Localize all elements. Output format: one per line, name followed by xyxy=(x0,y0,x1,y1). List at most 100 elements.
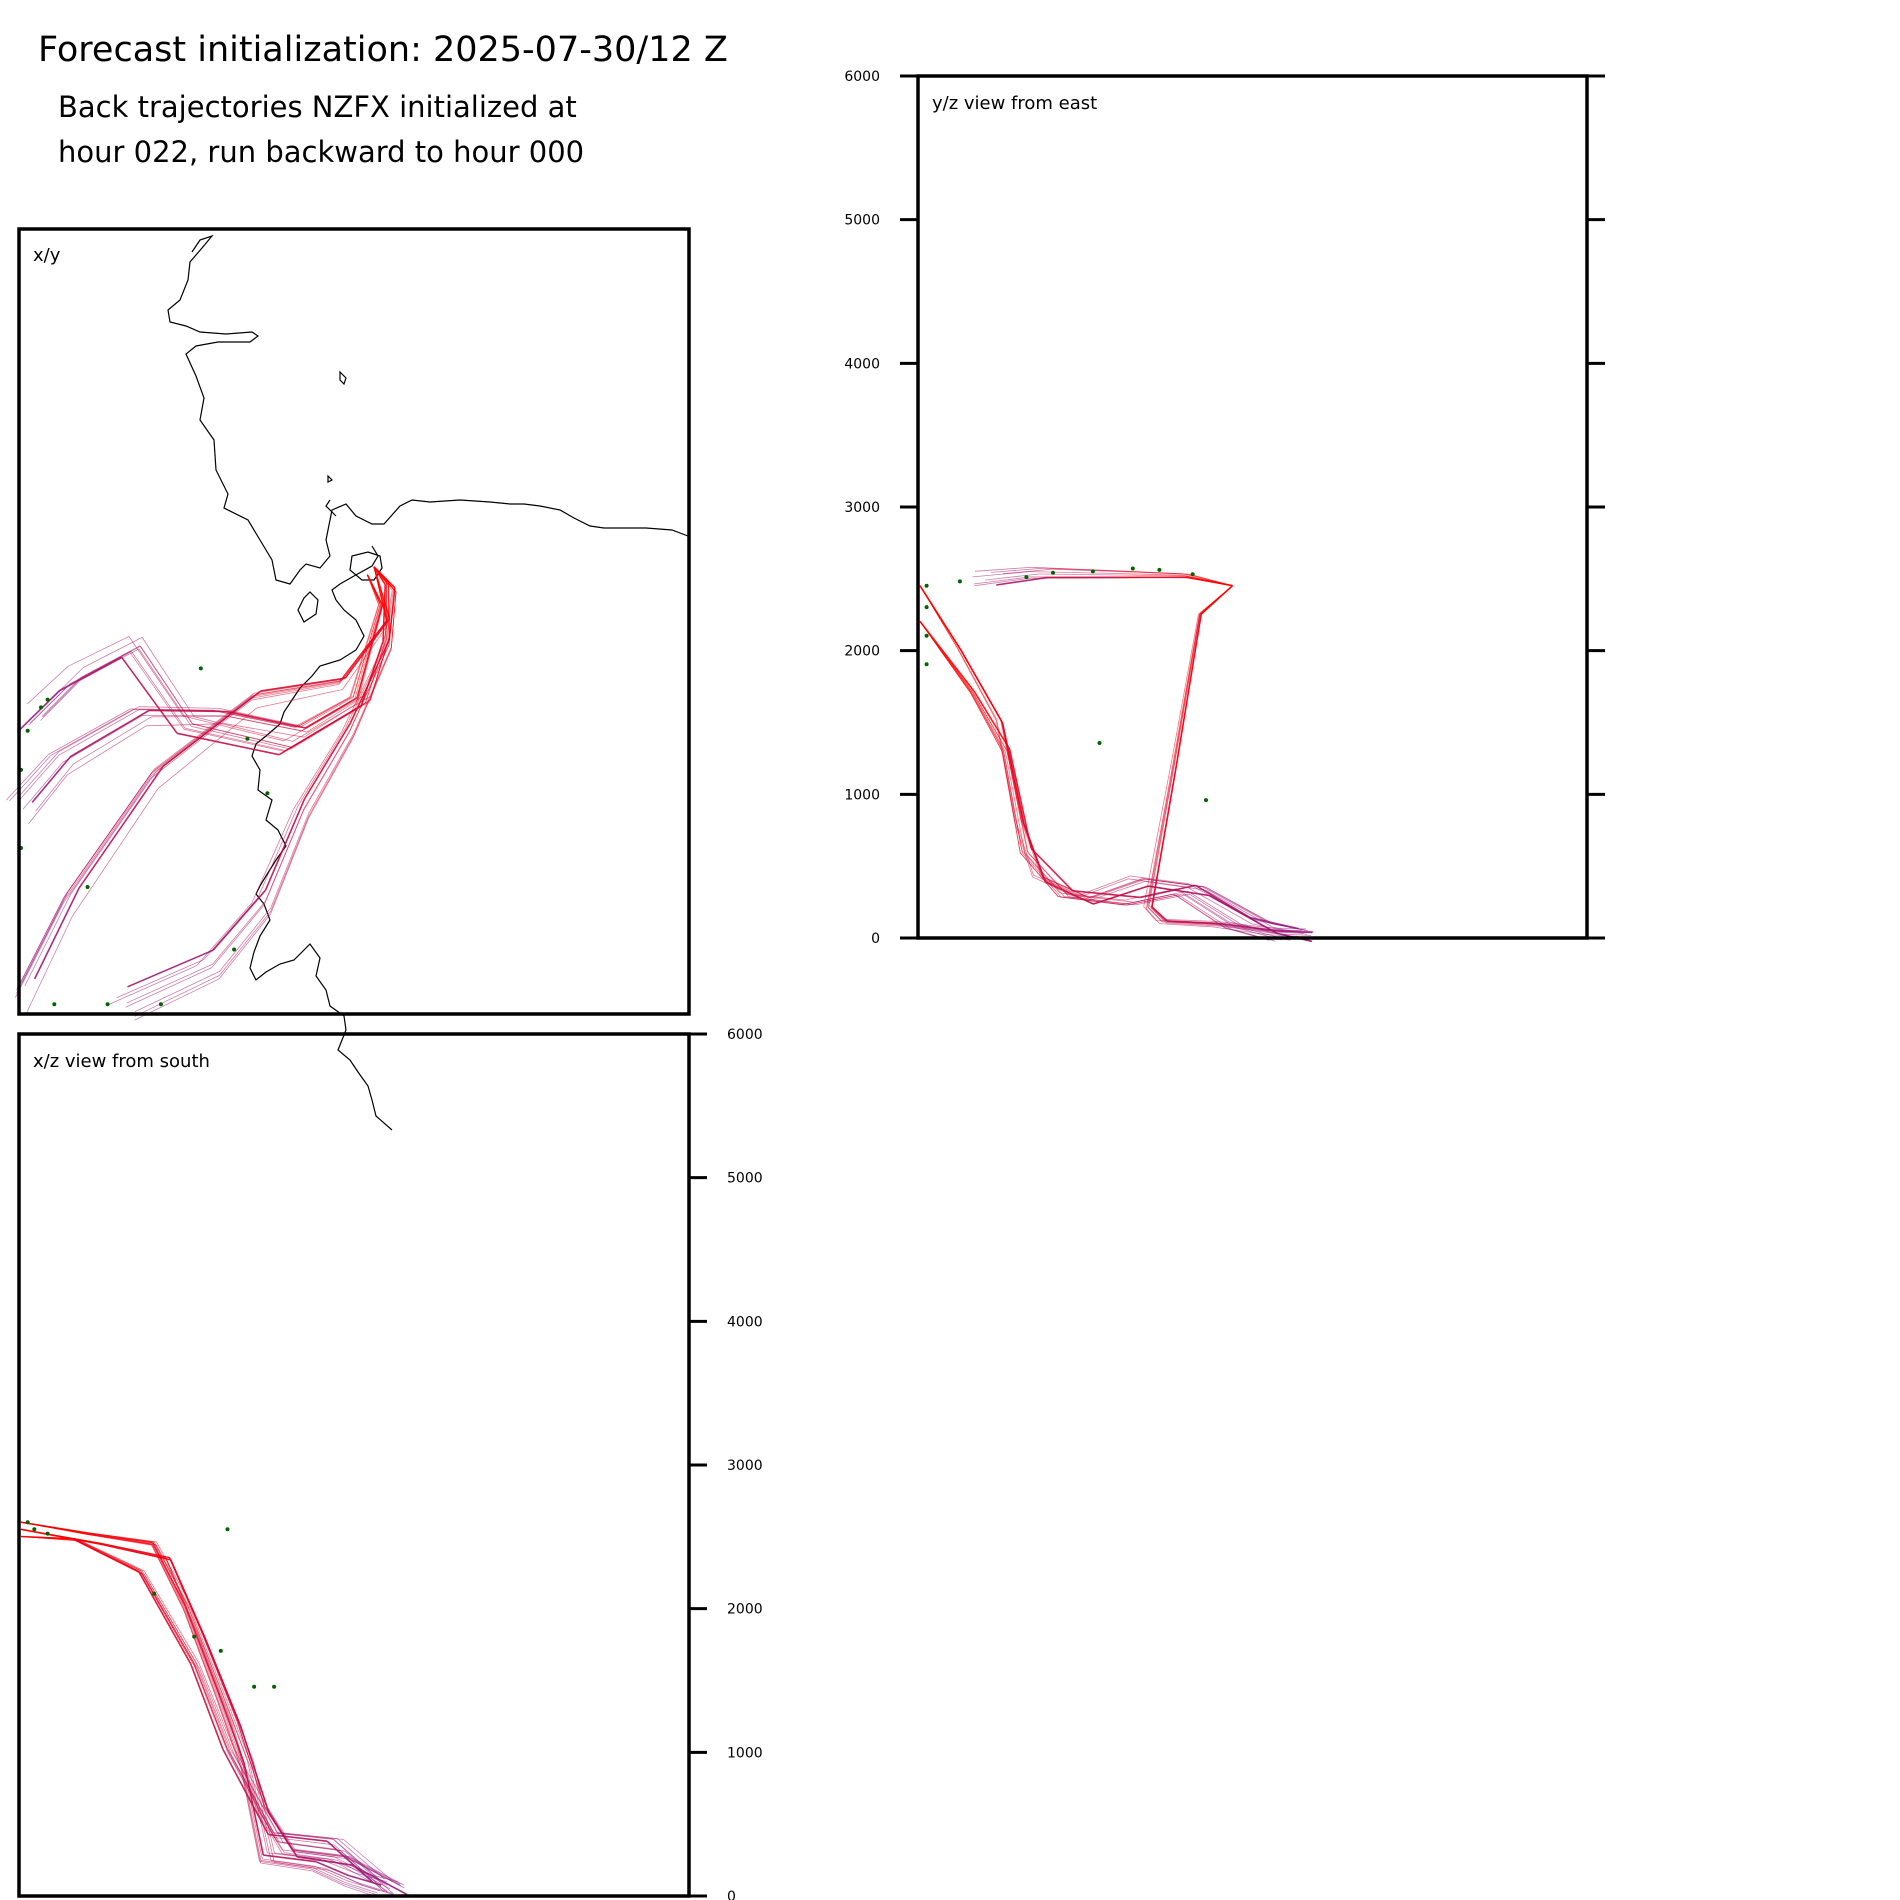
coastline xyxy=(167,234,689,1131)
yz-trajectory-segment xyxy=(1013,820,1033,878)
xy-trajectory-segment xyxy=(71,788,159,917)
xz-trajectory-segment xyxy=(343,1883,376,1895)
xz-trajectory-segment xyxy=(328,1869,364,1886)
xz-trajectory-segment xyxy=(166,1558,200,1638)
yz-trajectory-segment xyxy=(1124,888,1177,901)
xy-trajectory-segment xyxy=(256,689,343,709)
xy-trajectory-segment xyxy=(69,651,131,686)
xy-trajectory-segment xyxy=(308,733,354,814)
yz-trajectory-segment xyxy=(1033,874,1079,896)
xy-trajectory-segment xyxy=(58,706,140,753)
yz-trajectory-segment xyxy=(1250,916,1299,930)
xz-trajectory-endpoint xyxy=(45,1531,50,1536)
xz-trajectory-segment xyxy=(312,1867,346,1883)
xz-trajectory-segment xyxy=(337,1838,385,1880)
xz-trajectory-segment xyxy=(141,1570,197,1663)
yz-trajectory-segment xyxy=(919,621,974,694)
xz-trajectory-segment xyxy=(336,1849,385,1893)
xz-trajectory-segment xyxy=(282,1853,335,1863)
xy-trajectory-segment xyxy=(349,645,390,733)
xz-axis-ticks: 0 1000 2000 3000 4000 5000 6000 xyxy=(689,1027,763,1900)
yz-ytick-label: 4000 xyxy=(844,356,880,372)
xy-trajectory-segment xyxy=(341,644,385,732)
xz-trajectory-segment xyxy=(168,1557,204,1637)
yz-trajectory-segment xyxy=(1077,878,1129,899)
xy-trajectory-segment xyxy=(130,708,213,711)
xz-trajectory-segment xyxy=(240,1767,260,1862)
yz-trajectory-endpoint xyxy=(924,662,929,667)
yz-trajectory-segment xyxy=(970,693,1003,752)
xz-ytick-label: 2000 xyxy=(727,1602,763,1618)
xy-trajectory-segment xyxy=(297,727,346,806)
yz-trajectory-endpoint xyxy=(1051,570,1055,575)
xz-trajectory-segment xyxy=(140,1572,195,1666)
xy-trajectory-segment xyxy=(42,677,82,718)
yz-trajectory-segment xyxy=(1088,878,1143,899)
yz-trajectory-segment xyxy=(1214,922,1269,930)
yz-ytick-label: 3000 xyxy=(844,500,880,516)
xz-trajectory-segment xyxy=(165,1558,199,1639)
xy-trajectory-segment xyxy=(353,646,392,735)
yz-trajectory-segment xyxy=(1187,890,1242,925)
xz-trajectory-endpoint xyxy=(218,1648,223,1653)
xy-trajectory-segment xyxy=(67,636,130,667)
yz-trajectory-segment xyxy=(1177,894,1231,930)
yz-trajectory-segment xyxy=(1029,571,1113,574)
yz-trajectory-segment xyxy=(1150,765,1177,909)
xy-trajectory-segment xyxy=(50,709,133,756)
xz-trajectory-segment xyxy=(75,1540,144,1575)
xy-trajectory-segment xyxy=(67,725,147,776)
yz-trajectory-segment xyxy=(1003,752,1023,854)
xy-trajectory-segment xyxy=(225,723,305,738)
yz-trajectory-segment xyxy=(1002,723,1025,824)
yz-trajectory-segment xyxy=(957,649,997,721)
xz-trajectory-segment xyxy=(222,1695,251,1768)
xy-trajectory-segment xyxy=(58,709,140,756)
xy-trajectory-segment xyxy=(303,722,351,800)
xz-ytick-label: 0 xyxy=(727,1889,736,1900)
xy-trajectory-segment xyxy=(270,817,309,915)
xz-trajectory-segment xyxy=(193,1662,227,1748)
xz-trajectory-segment xyxy=(204,1636,240,1724)
xz-trajectory-segment xyxy=(226,1747,274,1833)
xz-trajectory-segment xyxy=(101,1543,170,1558)
xy-trajectory-segment xyxy=(138,648,192,727)
yz-trajectory-segment xyxy=(1021,849,1061,894)
yz-trajectory-segment xyxy=(1042,567,1122,572)
yz-trajectory-segment xyxy=(1026,851,1068,895)
yz-trajectory-endpoint xyxy=(924,633,929,638)
xy-trajectory-segment xyxy=(6,754,49,801)
xz-trajectory-segment xyxy=(74,1539,142,1573)
xy-trajectory-segment xyxy=(17,895,66,989)
xy-trajectory-segment xyxy=(355,607,383,704)
yz-trajectory-segment xyxy=(1005,751,1026,853)
yz-trajectory-segment xyxy=(1176,888,1229,922)
yz-trajectory-endpoint xyxy=(1097,741,1102,745)
xz-trajectory-segment xyxy=(229,1747,278,1833)
yz-trajectory-segment xyxy=(996,576,1048,586)
yz-trajectory-segment xyxy=(1089,878,1144,899)
xz-trajectory-segment xyxy=(227,1751,275,1838)
xy-trajectory-segment xyxy=(73,716,152,765)
yz-trajectory-segment xyxy=(1052,568,1128,573)
xz-trajectory-segment xyxy=(86,1534,152,1546)
xy-trajectory-segment xyxy=(63,775,152,901)
xy-trajectory-segment xyxy=(116,959,204,999)
xz-trajectory-segment xyxy=(256,1810,283,1855)
yz-ytick-label: 0 xyxy=(871,931,880,947)
xz-trajectory-segment xyxy=(291,1849,346,1858)
xy-trajectory-segment xyxy=(26,916,73,1014)
yz-trajectories xyxy=(919,566,1314,943)
xz-panel-frame xyxy=(17,1032,691,1898)
yz-trajectory-segment xyxy=(1195,884,1251,919)
xy-trajectory-segment xyxy=(388,590,395,646)
yz-trajectory-segment xyxy=(1008,748,1032,849)
xy-trajectory-segment xyxy=(196,902,253,966)
xy-trajectory-segment xyxy=(70,770,158,895)
xz-trajectory-segment xyxy=(276,1841,338,1850)
xy-trajectory-segment xyxy=(219,910,272,976)
xy-trajectory-segment xyxy=(70,709,150,758)
xz-trajectory-segment xyxy=(260,1862,313,1872)
xy-trajectory-segment xyxy=(27,666,69,705)
